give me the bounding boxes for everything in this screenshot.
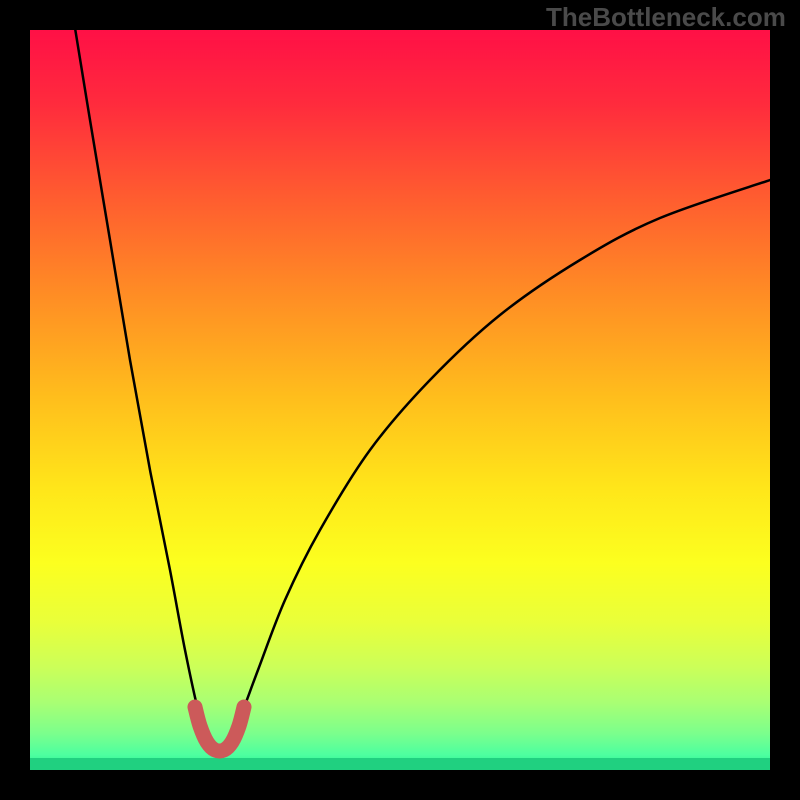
chart-svg [0,0,800,800]
plot-background-gradient [30,30,770,770]
bottom-green-band [30,758,770,770]
watermark-text: TheBottleneck.com [546,2,786,33]
